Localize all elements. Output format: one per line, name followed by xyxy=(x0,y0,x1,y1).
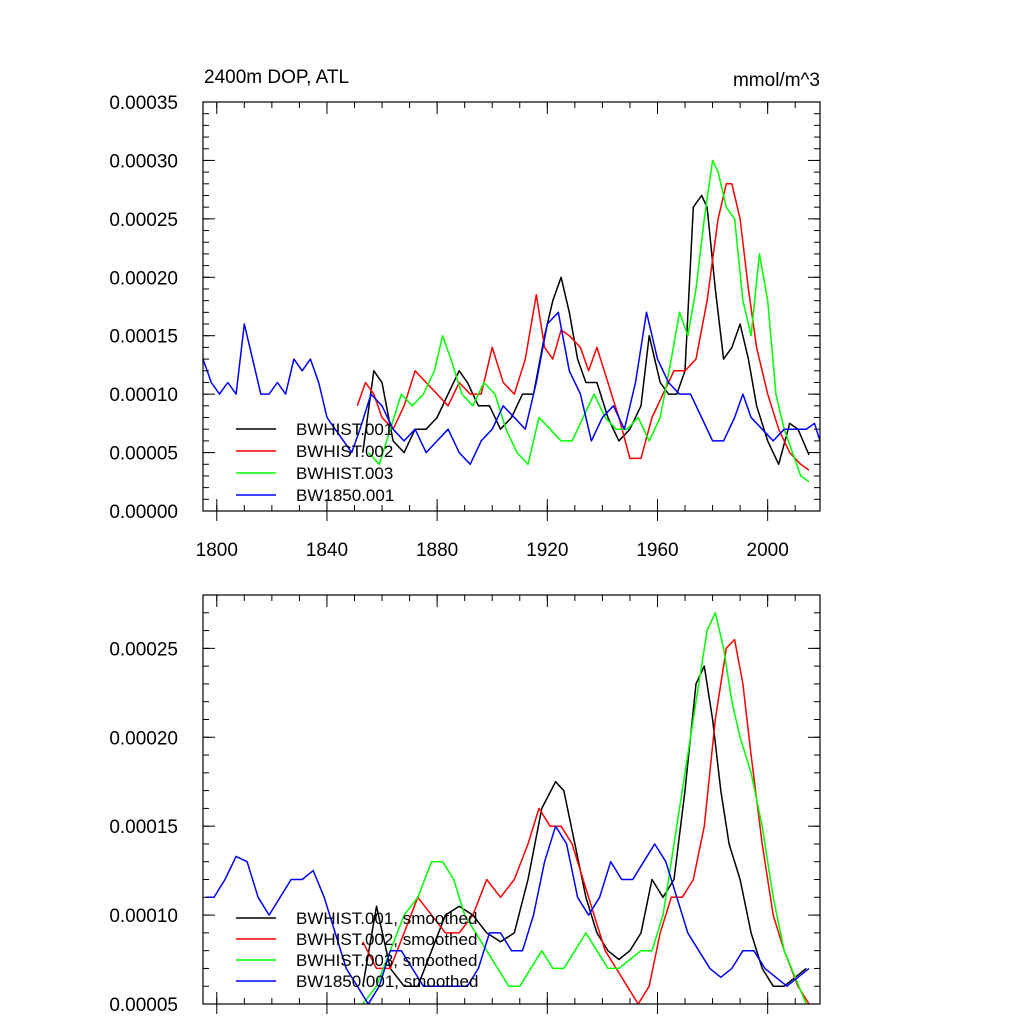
legend: BWHIST.001, smoothed BWHIST.002, smoothed… xyxy=(236,909,478,991)
y-tick-label: 0.00005 xyxy=(109,444,178,465)
legend-label: BWHIST.002 xyxy=(296,442,393,461)
y-tick-label: 0.00025 xyxy=(109,210,178,231)
y-tick-label: 0.00035 xyxy=(109,93,178,114)
plot-frame xyxy=(202,594,821,1005)
y-tick-label: 0.00010 xyxy=(109,385,178,406)
series-line-bw1850-001-smoothed xyxy=(205,825,810,1004)
x-tick-label: 1960 xyxy=(636,540,678,561)
chart-panel-1: 0.00000 0.00005 0.00010 0.00015 0.00020 0.000… xyxy=(109,93,821,561)
legend-label: BWHIST.001, smoothed xyxy=(296,909,477,928)
y-tick-label: 0.00015 xyxy=(109,327,178,348)
x-tick-label: 1800 xyxy=(196,540,238,561)
chart-panel-2: 0.00005 0.00010 0.00015 0.00020 0.00025 BWHIS… xyxy=(109,594,821,1016)
legend-label: BW1850.001 xyxy=(296,486,394,505)
legend-label: BWHIST.003, smoothed xyxy=(296,951,477,970)
plot-frame xyxy=(202,101,821,512)
y-tick-label: 0.00010 xyxy=(109,906,178,927)
series-line-bwhist-003 xyxy=(367,159,810,483)
y-tick-label: 0.00020 xyxy=(109,728,178,749)
y-tick-label: 0.00005 xyxy=(109,995,178,1016)
legend-label: BWHIST.002, smoothed xyxy=(296,930,477,949)
series-group xyxy=(205,612,810,1004)
legend-label: BW1850.001, smoothed xyxy=(296,972,478,991)
legend-label: BWHIST.003 xyxy=(296,464,393,483)
series-line-bwhist-002-smoothed xyxy=(362,638,810,1004)
series-line-bw1850-001 xyxy=(203,311,820,466)
y-tick-label: 0.00020 xyxy=(109,268,178,289)
y-tick-label: 0.00030 xyxy=(109,151,178,172)
series-line-bwhist-001-smoothed xyxy=(362,665,807,987)
chart-title-left: 2400m DOP, ATL xyxy=(204,67,349,88)
x-tick-label: 1840 xyxy=(306,540,348,561)
y-tick-label: 0.00015 xyxy=(109,817,178,838)
series-line-bwhist-003-smoothed xyxy=(362,612,807,1004)
legend-label: BWHIST.001 xyxy=(296,420,393,439)
y-tick-label: 0.00000 xyxy=(109,502,178,523)
chart-title-right: mmol/m^3 xyxy=(733,70,820,91)
y-tick-label: 0.00025 xyxy=(109,639,178,660)
x-tick-label: 2000 xyxy=(747,540,789,561)
series-group xyxy=(203,159,820,483)
x-tick-label: 1880 xyxy=(416,540,458,561)
legend: BWHIST.001 BWHIST.002 BWHIST.003 BW1850.001 xyxy=(236,420,394,505)
x-tick-label: 1920 xyxy=(526,540,568,561)
series-line-bwhist-002 xyxy=(356,183,810,471)
